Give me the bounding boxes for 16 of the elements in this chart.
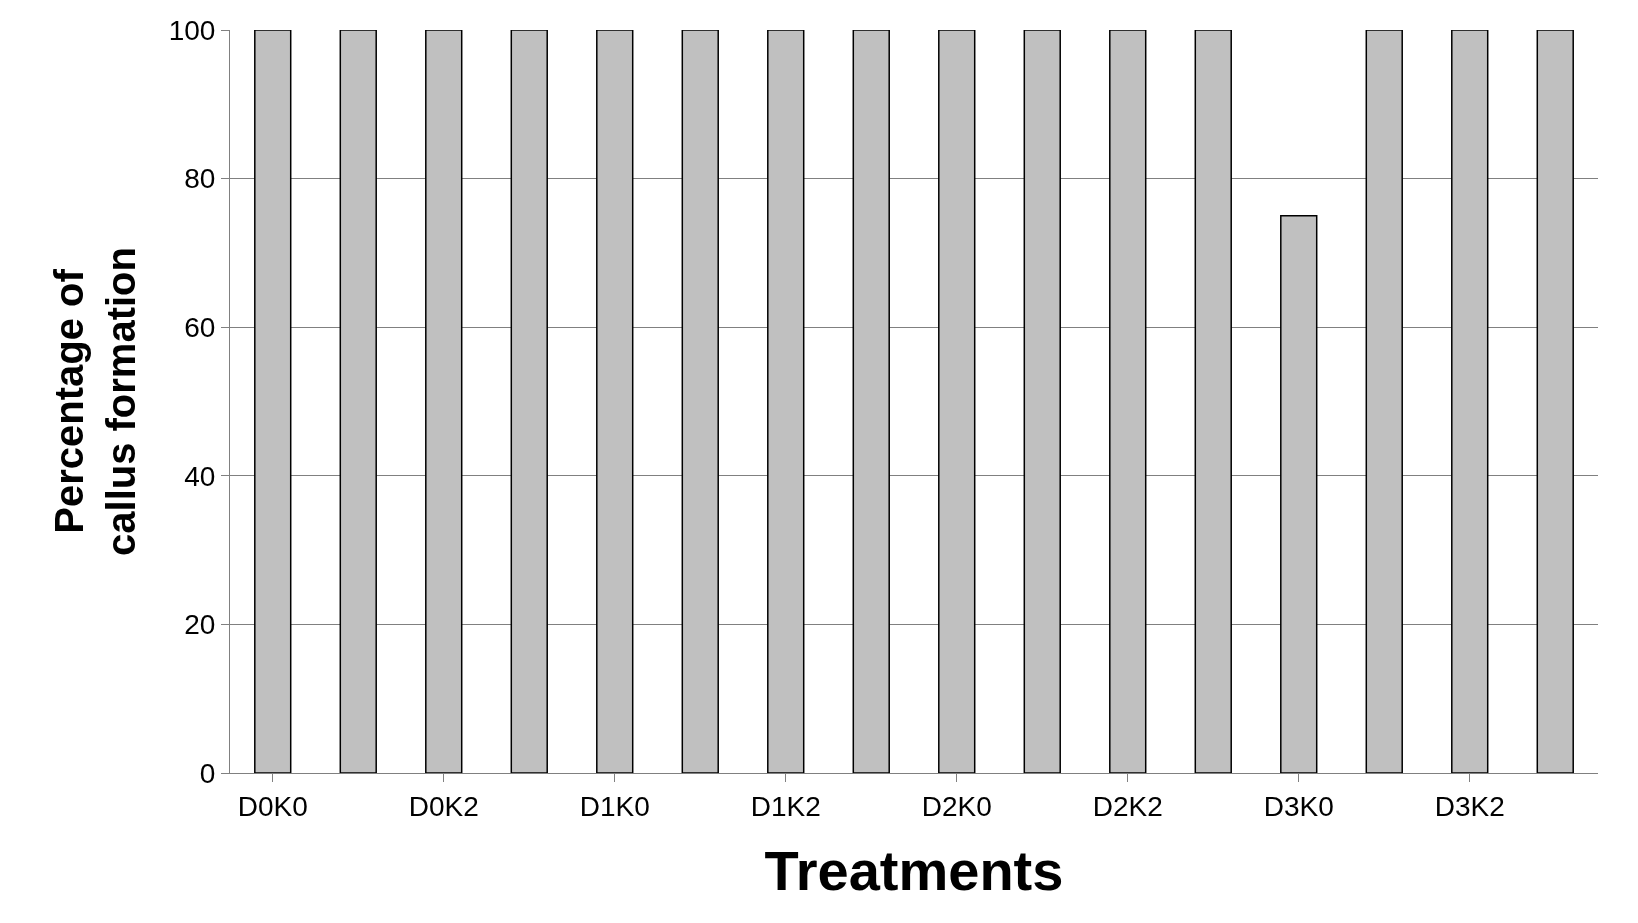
x-tick-label: D0K2: [408, 790, 479, 822]
x-tick-label: D1K0: [579, 790, 650, 822]
x-tick-label: D2K2: [1092, 790, 1163, 822]
y-tick-label: 100: [168, 14, 216, 46]
y-tick-label: 80: [184, 163, 216, 195]
x-tick-label: D2K0: [921, 790, 992, 822]
x-tick-label: D0K0: [237, 790, 308, 822]
y-tick-label: 20: [184, 609, 216, 641]
x-tick-label: D1K2: [750, 790, 821, 822]
y-axis-title: Percentage of callus formation: [47, 247, 144, 556]
x-tick-label: D3K0: [1263, 790, 1334, 822]
y-tick-label: 0: [199, 757, 216, 789]
y-tick-label: 60: [184, 312, 216, 343]
y-tick-label: 40: [184, 460, 216, 492]
x-tick-label: D3K2: [1434, 790, 1505, 822]
x-axis-title: Treatments: [764, 839, 1064, 903]
